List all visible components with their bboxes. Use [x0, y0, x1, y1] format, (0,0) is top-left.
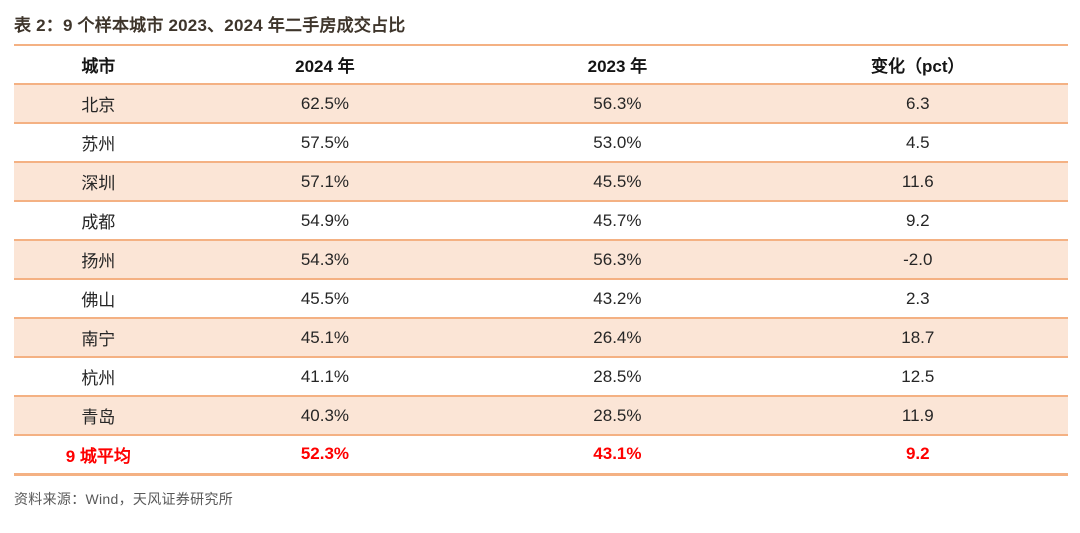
- value-2024-cell: 54.9%: [182, 200, 468, 240]
- value-2023-cell: 53.0%: [467, 122, 768, 162]
- header-2024: 2024 年: [182, 44, 468, 84]
- table-row: 杭州 41.1% 28.5% 12.5: [14, 356, 1068, 396]
- value-2024-cell: 57.5%: [182, 122, 468, 162]
- table-body: 北京 62.5% 56.3% 6.3 苏州 57.5% 53.0% 4.5 深圳 57.1% 45.…: [14, 83, 1068, 474]
- city-cell: 苏州: [14, 122, 183, 162]
- value-2023-cell: 28.5%: [467, 395, 768, 435]
- report-table-figure: 表 2：9 个样本城市 2023、2024 年二手房成交占比 城市 2024 年…: [14, 16, 1068, 507]
- change-cell: 9.2: [767, 434, 1068, 474]
- header-2023: 2023 年: [467, 44, 768, 84]
- city-cell: 成都: [14, 200, 183, 240]
- value-2024-cell: 57.1%: [182, 161, 468, 201]
- value-2023-cell: 43.2%: [467, 278, 768, 318]
- source-note: 资料来源：Wind，天风证券研究所: [14, 490, 233, 507]
- value-2023-cell: 43.1%: [467, 434, 768, 474]
- city-cell: 青岛: [14, 395, 183, 435]
- city-cell: 深圳: [14, 161, 183, 201]
- header-row: 城市 2024 年 2023 年 变化（pct）: [14, 44, 1068, 84]
- value-2023-cell: 45.7%: [467, 200, 768, 240]
- city-cell: 佛山: [14, 278, 183, 318]
- change-cell: 11.6: [767, 161, 1068, 201]
- value-2024-cell: 40.3%: [182, 395, 468, 435]
- city-cell: 南宁: [14, 317, 183, 357]
- table-row: 扬州 54.3% 56.3% -2.0: [14, 239, 1068, 279]
- summary-row: 9 城平均 52.3% 43.1% 9.2: [14, 434, 1068, 474]
- change-cell: 6.3: [767, 83, 1068, 123]
- change-cell: 18.7: [767, 317, 1068, 357]
- table-row: 佛山 45.5% 43.2% 2.3: [14, 278, 1068, 318]
- table-row: 北京 62.5% 56.3% 6.3: [14, 83, 1068, 123]
- value-2024-cell: 45.5%: [182, 278, 468, 318]
- city-cell: 北京: [14, 83, 183, 123]
- header-city: 城市: [14, 44, 183, 84]
- value-2023-cell: 45.5%: [467, 161, 768, 201]
- change-cell: 12.5: [767, 356, 1068, 396]
- table-row: 成都 54.9% 45.7% 9.2: [14, 200, 1068, 240]
- change-cell: 2.3: [767, 278, 1068, 318]
- change-cell: -2.0: [767, 239, 1068, 279]
- city-cell: 扬州: [14, 239, 183, 279]
- value-2024-cell: 54.3%: [182, 239, 468, 279]
- data-table: 城市 2024 年 2023 年 变化（pct） 北京 62.5% 56.3% 6.3…: [14, 44, 1068, 476]
- value-2023-cell: 26.4%: [467, 317, 768, 357]
- table-head: 城市 2024 年 2023 年 变化（pct）: [14, 44, 1068, 84]
- table-row: 南宁 45.1% 26.4% 18.7: [14, 317, 1068, 357]
- city-cell: 9 城平均: [14, 434, 183, 474]
- value-2023-cell: 56.3%: [467, 239, 768, 279]
- table-title: 表 2：9 个样本城市 2023、2024 年二手房成交占比: [14, 16, 406, 35]
- change-cell: 4.5: [767, 122, 1068, 162]
- value-2024-cell: 41.1%: [182, 356, 468, 396]
- value-2024-cell: 45.1%: [182, 317, 468, 357]
- city-cell: 杭州: [14, 356, 183, 396]
- table-row: 青岛 40.3% 28.5% 11.9: [14, 395, 1068, 435]
- header-change: 变化（pct）: [767, 44, 1068, 84]
- value-2023-cell: 56.3%: [467, 83, 768, 123]
- table-row: 苏州 57.5% 53.0% 4.5: [14, 122, 1068, 162]
- table-row: 深圳 57.1% 45.5% 11.6: [14, 161, 1068, 201]
- value-2024-cell: 52.3%: [182, 434, 468, 474]
- value-2024-cell: 62.5%: [182, 83, 468, 123]
- change-cell: 11.9: [767, 395, 1068, 435]
- value-2023-cell: 28.5%: [467, 356, 768, 396]
- change-cell: 9.2: [767, 200, 1068, 240]
